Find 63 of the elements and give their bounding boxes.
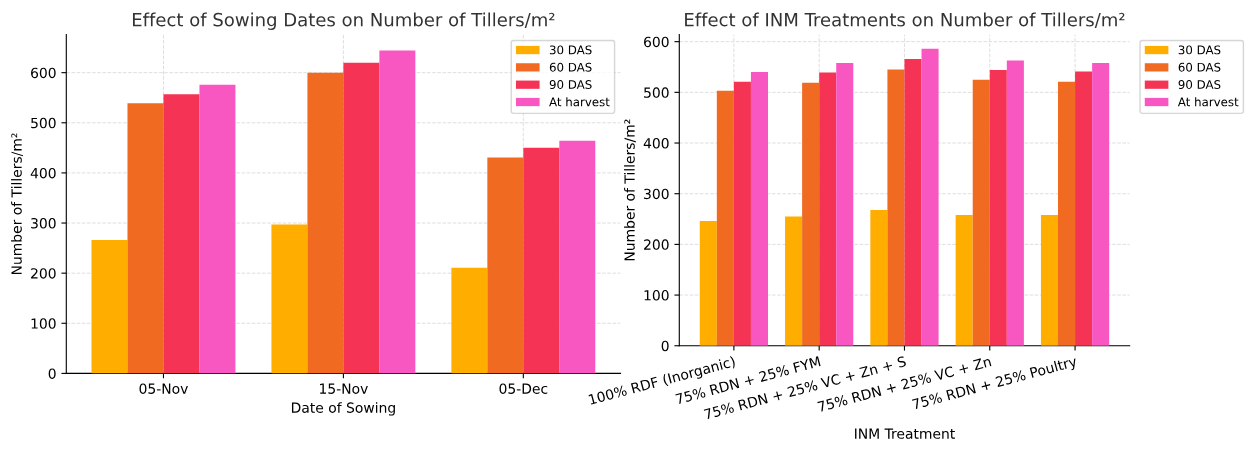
bar	[91, 240, 128, 374]
y-tick-label: 100	[644, 290, 669, 301]
y-tick-label: 500	[31, 117, 56, 129]
legend-label: 60 DAS	[549, 62, 592, 72]
y-tick-label: 600	[31, 67, 56, 79]
bar	[955, 215, 973, 346]
bar	[887, 69, 905, 346]
bar	[1058, 81, 1076, 346]
chart-title: Effect of Sowing Dates on Number of Tillers/m²	[132, 12, 555, 30]
y-axis-title: Number of Tillers/m²	[11, 133, 23, 275]
bar	[1075, 71, 1093, 346]
y-tick-label: 400	[30, 167, 56, 179]
bar	[1006, 60, 1024, 346]
bar	[487, 157, 524, 374]
bar	[802, 82, 820, 346]
bar	[699, 221, 717, 346]
x-axis-title: INM Treatment	[855, 428, 955, 439]
bar	[1092, 62, 1110, 346]
bar	[1040, 215, 1058, 346]
chart-title: Effect of INM Treatments on Number of Tillers/m²	[685, 12, 1125, 28]
y-tick-label: 600	[644, 36, 669, 48]
bar	[199, 84, 236, 374]
bar	[343, 62, 380, 374]
x-tick-label: 05-Nov	[139, 383, 188, 394]
bar	[921, 48, 939, 346]
bar	[163, 94, 200, 374]
bar	[559, 140, 596, 374]
legend-label: At harvest	[549, 97, 610, 107]
bar	[523, 147, 560, 374]
y-tick-label: 200	[644, 239, 669, 250]
bar	[989, 70, 1007, 346]
legend-label: 60 DAS	[1178, 62, 1221, 72]
legend-label: 30 DAS	[549, 45, 592, 55]
bar	[785, 216, 803, 346]
legend-label: 30 DAS	[1178, 45, 1221, 55]
y-tick-label: 300	[644, 188, 669, 200]
legend-label: At harvest	[1177, 97, 1239, 107]
y-tick-label: 0	[661, 340, 669, 352]
bar	[379, 50, 416, 374]
bar	[904, 58, 922, 346]
bar	[972, 79, 990, 346]
bar	[451, 267, 488, 374]
y-axis-title: Number of Tillers/m²	[624, 119, 636, 261]
y-tick-label: 300	[31, 218, 56, 229]
y-tick-label: 100	[31, 318, 56, 329]
bar	[836, 62, 854, 346]
bar	[127, 103, 164, 374]
y-tick-label: 200	[31, 268, 56, 279]
y-tick-label: 400	[643, 138, 669, 149]
x-axis-title: Date of Sowing	[291, 402, 395, 416]
bar	[271, 224, 308, 374]
bar	[733, 81, 751, 346]
bar	[716, 90, 734, 346]
bar	[750, 72, 768, 346]
legend-label: 90 DAS	[549, 80, 592, 89]
y-tick-label: 0	[48, 368, 56, 379]
bar	[307, 72, 344, 374]
x-tick-label: 05-Dec	[499, 383, 548, 394]
x-tick-label: 15-Nov	[320, 383, 368, 394]
bar	[819, 72, 837, 346]
bar	[870, 209, 888, 346]
y-tick-label: 500	[644, 87, 669, 98]
legend-label: 90 DAS	[1178, 80, 1221, 89]
